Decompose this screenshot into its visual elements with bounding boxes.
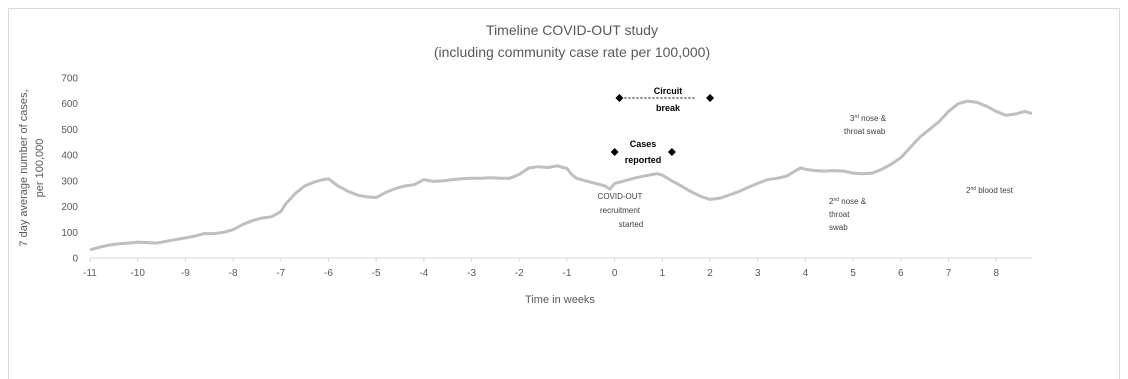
chart-title: Timeline COVID-OUT study [486, 22, 658, 38]
circuit-break-markers [615, 94, 715, 103]
recruitment-label-2: recruitment [600, 206, 641, 215]
second-blood-test-label: 2nd blood test [966, 186, 1014, 195]
blood-test-rest: blood test [976, 186, 1014, 195]
blood-test-num: 2 [966, 186, 971, 195]
x-tick-label: 6 [898, 268, 904, 279]
x-tick-label: 0 [612, 268, 618, 279]
second-swab-sup: nd [833, 197, 839, 203]
blood-test-sup: nd [970, 186, 976, 192]
y-tick-labels: 0 100 200 300 400 500 600 700 [61, 74, 78, 265]
cases-reported-markers [610, 148, 676, 157]
y-tick-label: 300 [61, 176, 78, 187]
x-tick-label: 1 [660, 268, 666, 279]
third-swab-rest: nose & [859, 114, 887, 123]
y-axis-label-line1: 7 day average number of cases, [18, 89, 30, 246]
x-tick-label: -9 [181, 268, 190, 279]
y-tick-label: 600 [61, 99, 78, 110]
third-swab-num: 3 [850, 114, 855, 123]
circuit-break-label-2: break [656, 103, 681, 113]
x-tick-label: -4 [419, 268, 428, 279]
series-line [89, 99, 1033, 252]
second-swab-num: 2 [829, 197, 834, 206]
x-tick-label: -8 [229, 268, 238, 279]
y-tick-label: 0 [72, 254, 78, 265]
cases-reported-label-2: reported [625, 155, 662, 165]
x-tick-label: -5 [372, 268, 381, 279]
third-swab-sup: rd [854, 114, 859, 120]
cases-reported-label-1: Cases [630, 139, 657, 149]
x-tick-label: -11 [83, 268, 97, 279]
recruitment-label-1: COVID-OUT [598, 192, 643, 201]
second-swab-rest: nose & [839, 197, 867, 206]
y-tick-label: 400 [61, 151, 78, 162]
chart-frame [8, 8, 1120, 379]
x-tick-label: -1 [563, 268, 572, 279]
x-tick-label: 7 [946, 268, 952, 279]
y-tick-label: 500 [61, 125, 78, 136]
x-tick-label: -2 [515, 268, 524, 279]
x-tick-label: -7 [276, 268, 285, 279]
x-tick-label: 8 [993, 268, 999, 279]
x-tick-label: 3 [755, 268, 761, 279]
y-tick-label: 200 [61, 202, 78, 213]
circuit-break-marker [615, 94, 624, 103]
x-axis-label: Time in weeks [525, 294, 595, 306]
x-tick-label: 4 [803, 268, 809, 279]
chart-subtitle: (including community case rate per 100,0… [434, 44, 710, 60]
x-tick-label: -10 [130, 268, 145, 279]
third-swab-label-2: throat swab [844, 127, 886, 136]
cases-reported-marker [610, 148, 619, 157]
y-tick-label: 700 [61, 74, 78, 85]
circuit-break-label-1: Circuit [654, 86, 683, 96]
x-tick-label: 5 [850, 268, 856, 279]
x-tick-label: -6 [324, 268, 333, 279]
x-tick-labels: -11 -10 -9 -8 -7 -6 -5 -4 -3 -2 -1 0 1 2 3 4 5 6 7 8 [83, 258, 999, 279]
second-swab-label-3: swab [829, 223, 848, 232]
x-tick-label: -3 [467, 268, 476, 279]
second-swab-label-1: 2nd nose & [829, 197, 867, 206]
y-axis-label-line2: per 100,000 [34, 139, 46, 198]
circuit-break-marker [706, 94, 715, 103]
cases-reported-marker [667, 148, 676, 157]
third-swab-label-1: 3rd nose & [850, 114, 887, 123]
recruitment-label-3: started [619, 220, 643, 229]
y-tick-label: 100 [61, 228, 78, 239]
second-swab-label-2: throat [829, 210, 850, 219]
x-tick-label: 2 [707, 268, 713, 279]
